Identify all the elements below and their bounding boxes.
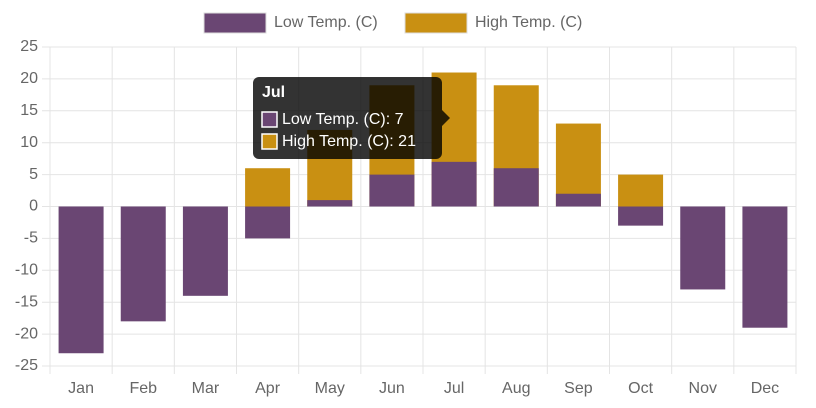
tooltip-title: Jul <box>262 84 285 101</box>
bar <box>555 193 601 207</box>
y-tick-label: 0 <box>29 198 38 215</box>
x-tick-label: Apr <box>255 380 281 397</box>
x-tick-label: Dec <box>751 380 779 397</box>
bar <box>245 168 291 207</box>
tooltip-swatch <box>261 111 278 128</box>
x-tick-label: Jul <box>444 380 464 397</box>
tooltip-swatch <box>261 133 278 150</box>
x-tick-label: Aug <box>502 380 530 397</box>
x-tick-label: Mar <box>192 380 220 397</box>
bar <box>618 206 664 226</box>
x-tick-label: Jun <box>379 380 405 397</box>
bar <box>245 206 291 239</box>
legend-label: Low Temp. (C) <box>274 14 378 31</box>
x-tick-label: Sep <box>564 380 593 397</box>
bar <box>120 206 166 322</box>
bar <box>369 174 415 207</box>
tooltip-line: High Temp. (C): 21 <box>282 133 416 150</box>
y-tick-label: -5 <box>24 230 38 247</box>
legend-swatch <box>203 12 267 34</box>
tooltip-caret <box>442 110 450 126</box>
tooltip-box <box>253 77 442 159</box>
y-tick-label: 20 <box>20 70 38 87</box>
bar <box>182 206 228 296</box>
bar <box>742 206 788 328</box>
y-tick-label: -15 <box>15 293 38 310</box>
y-tick-label: 15 <box>20 102 38 119</box>
y-tick-label: 10 <box>20 134 38 151</box>
y-tick-label: 25 <box>20 38 38 55</box>
y-tick-label: -10 <box>15 262 38 279</box>
x-tick-label: Oct <box>628 380 653 397</box>
bar <box>493 168 539 207</box>
x-tick-label: May <box>315 380 345 397</box>
tooltip: Jul Low Temp. (C): 7 High Temp. (C): 21 <box>253 77 450 159</box>
bar <box>307 200 353 207</box>
x-tick-label: Feb <box>129 380 157 397</box>
bar <box>58 206 104 354</box>
bar <box>431 161 477 207</box>
tooltip-line: Low Temp. (C): 7 <box>282 111 404 128</box>
bar <box>618 174 664 207</box>
bar <box>680 206 726 290</box>
bar <box>555 123 601 207</box>
legend-label: High Temp. (C) <box>475 14 582 31</box>
y-tick-label: -20 <box>15 325 38 342</box>
x-tick-label: Nov <box>689 380 717 397</box>
x-tick-label: Jan <box>68 380 94 397</box>
legend-swatch <box>404 12 468 34</box>
y-tick-label: 5 <box>29 166 38 183</box>
y-tick-label: -25 <box>15 357 38 374</box>
